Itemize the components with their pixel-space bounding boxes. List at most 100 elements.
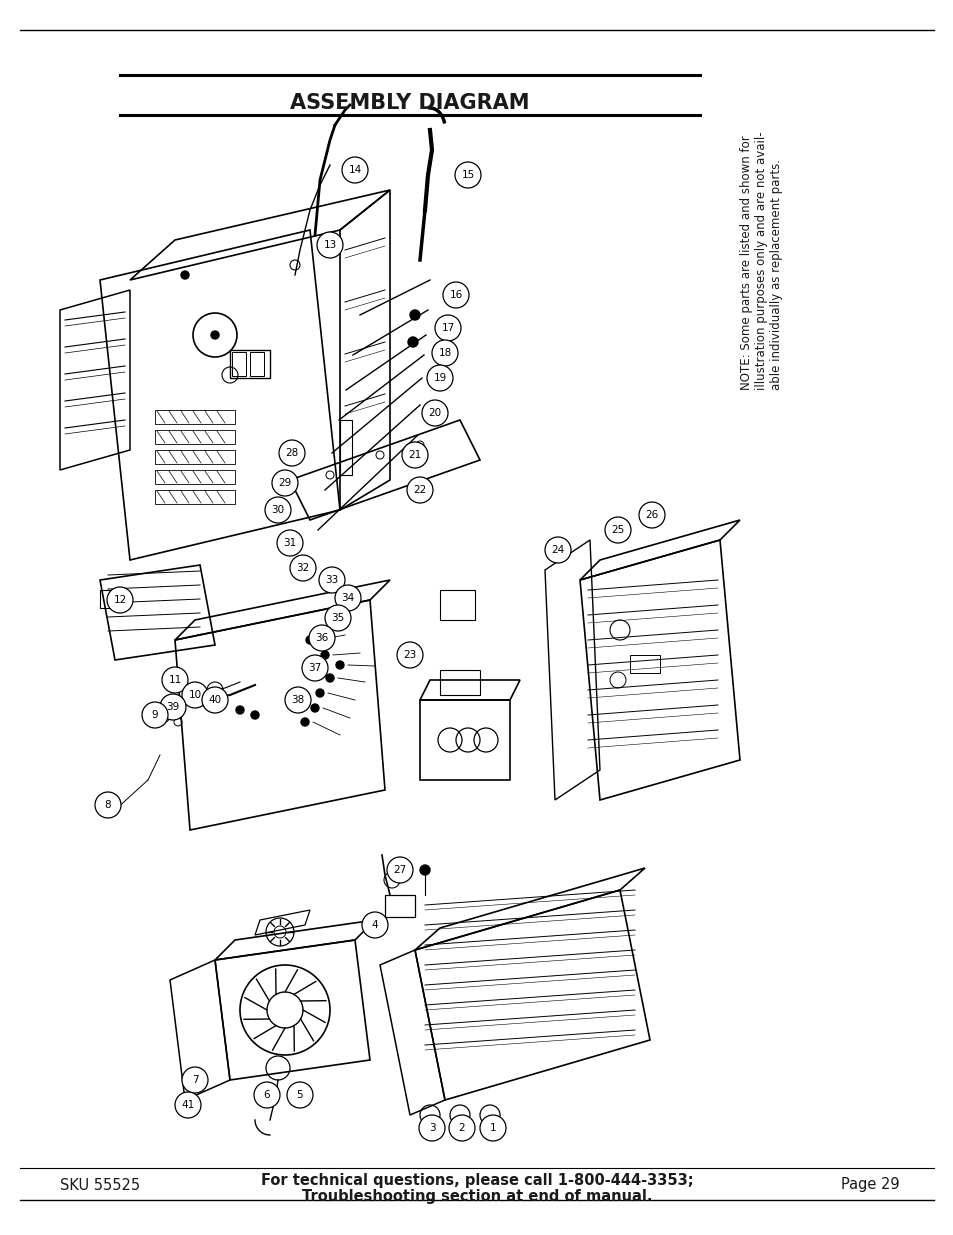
Circle shape — [211, 331, 219, 338]
Text: 7: 7 — [192, 1074, 198, 1086]
Text: 41: 41 — [181, 1100, 194, 1110]
Text: 2: 2 — [458, 1123, 465, 1132]
Circle shape — [408, 337, 417, 347]
Text: Page 29: Page 29 — [841, 1177, 899, 1193]
Text: 23: 23 — [403, 650, 416, 659]
Text: 32: 32 — [296, 563, 310, 573]
Text: 35: 35 — [331, 613, 344, 622]
Text: 36: 36 — [315, 634, 328, 643]
Circle shape — [182, 1067, 208, 1093]
Circle shape — [455, 162, 480, 188]
Text: 1: 1 — [489, 1123, 496, 1132]
Circle shape — [435, 315, 460, 341]
Text: 5: 5 — [296, 1091, 303, 1100]
Text: 26: 26 — [644, 510, 658, 520]
Text: 17: 17 — [441, 324, 455, 333]
Text: 6: 6 — [263, 1091, 270, 1100]
Circle shape — [387, 857, 413, 883]
Circle shape — [160, 694, 186, 720]
Text: SKU 55525: SKU 55525 — [60, 1177, 140, 1193]
Circle shape — [251, 711, 258, 719]
Circle shape — [325, 605, 351, 631]
Text: 37: 37 — [308, 663, 321, 673]
Circle shape — [407, 477, 433, 503]
Text: 11: 11 — [168, 676, 181, 685]
Circle shape — [301, 718, 309, 726]
Circle shape — [278, 440, 305, 466]
Circle shape — [311, 704, 318, 713]
Circle shape — [604, 517, 630, 543]
Circle shape — [427, 366, 453, 391]
Text: ASSEMBLY DIAGRAM: ASSEMBLY DIAGRAM — [290, 93, 529, 112]
Circle shape — [341, 157, 368, 183]
Circle shape — [479, 1115, 505, 1141]
Text: 15: 15 — [461, 170, 475, 180]
Text: 38: 38 — [291, 695, 304, 705]
Text: 28: 28 — [285, 448, 298, 458]
Circle shape — [306, 636, 314, 643]
Text: For technical questions, please call 1-800-444-3353;: For technical questions, please call 1-8… — [260, 1172, 693, 1188]
Circle shape — [235, 706, 244, 714]
Circle shape — [318, 567, 345, 593]
Text: 24: 24 — [551, 545, 564, 555]
Circle shape — [410, 310, 419, 320]
Text: 4: 4 — [372, 920, 378, 930]
Circle shape — [107, 587, 132, 613]
Text: 19: 19 — [433, 373, 446, 383]
Text: 3: 3 — [428, 1123, 435, 1132]
Circle shape — [162, 667, 188, 693]
Circle shape — [174, 1092, 201, 1118]
Circle shape — [95, 792, 121, 818]
Text: 22: 22 — [413, 485, 426, 495]
Text: 9: 9 — [152, 710, 158, 720]
Circle shape — [290, 555, 315, 580]
Text: 27: 27 — [393, 864, 406, 876]
Text: 33: 33 — [325, 576, 338, 585]
Circle shape — [421, 400, 448, 426]
Text: 39: 39 — [166, 701, 179, 713]
Circle shape — [335, 585, 360, 611]
Circle shape — [302, 655, 328, 680]
Text: 34: 34 — [341, 593, 355, 603]
Text: 25: 25 — [611, 525, 624, 535]
Text: 10: 10 — [189, 690, 201, 700]
Text: 30: 30 — [272, 505, 284, 515]
Circle shape — [544, 537, 571, 563]
Circle shape — [285, 687, 311, 713]
Circle shape — [253, 1082, 280, 1108]
Text: 21: 21 — [408, 450, 421, 459]
Text: 20: 20 — [428, 408, 441, 417]
Circle shape — [272, 471, 297, 496]
Text: NOTE: Some parts are listed and shown for
illustration purposes only and are not: NOTE: Some parts are listed and shown fo… — [740, 131, 782, 390]
Text: 31: 31 — [283, 538, 296, 548]
Circle shape — [276, 530, 303, 556]
Circle shape — [142, 701, 168, 727]
Circle shape — [361, 911, 388, 939]
Circle shape — [316, 232, 343, 258]
Text: 13: 13 — [323, 240, 336, 249]
Text: 14: 14 — [348, 165, 361, 175]
Text: 18: 18 — [438, 348, 451, 358]
Circle shape — [396, 642, 422, 668]
Circle shape — [320, 651, 329, 659]
Circle shape — [309, 625, 335, 651]
Circle shape — [181, 270, 189, 279]
Circle shape — [401, 442, 428, 468]
Circle shape — [432, 340, 457, 366]
Text: 16: 16 — [449, 290, 462, 300]
Text: 8: 8 — [105, 800, 112, 810]
Circle shape — [639, 501, 664, 529]
Circle shape — [315, 689, 324, 697]
Text: 12: 12 — [113, 595, 127, 605]
Circle shape — [442, 282, 469, 308]
Circle shape — [182, 682, 208, 708]
Circle shape — [265, 496, 291, 522]
Circle shape — [202, 687, 228, 713]
Circle shape — [335, 661, 344, 669]
Text: Troubleshooting section at end of manual.: Troubleshooting section at end of manual… — [301, 1189, 652, 1204]
Circle shape — [326, 674, 334, 682]
Text: 40: 40 — [208, 695, 221, 705]
Circle shape — [419, 864, 430, 876]
Text: 29: 29 — [278, 478, 292, 488]
Circle shape — [418, 1115, 444, 1141]
